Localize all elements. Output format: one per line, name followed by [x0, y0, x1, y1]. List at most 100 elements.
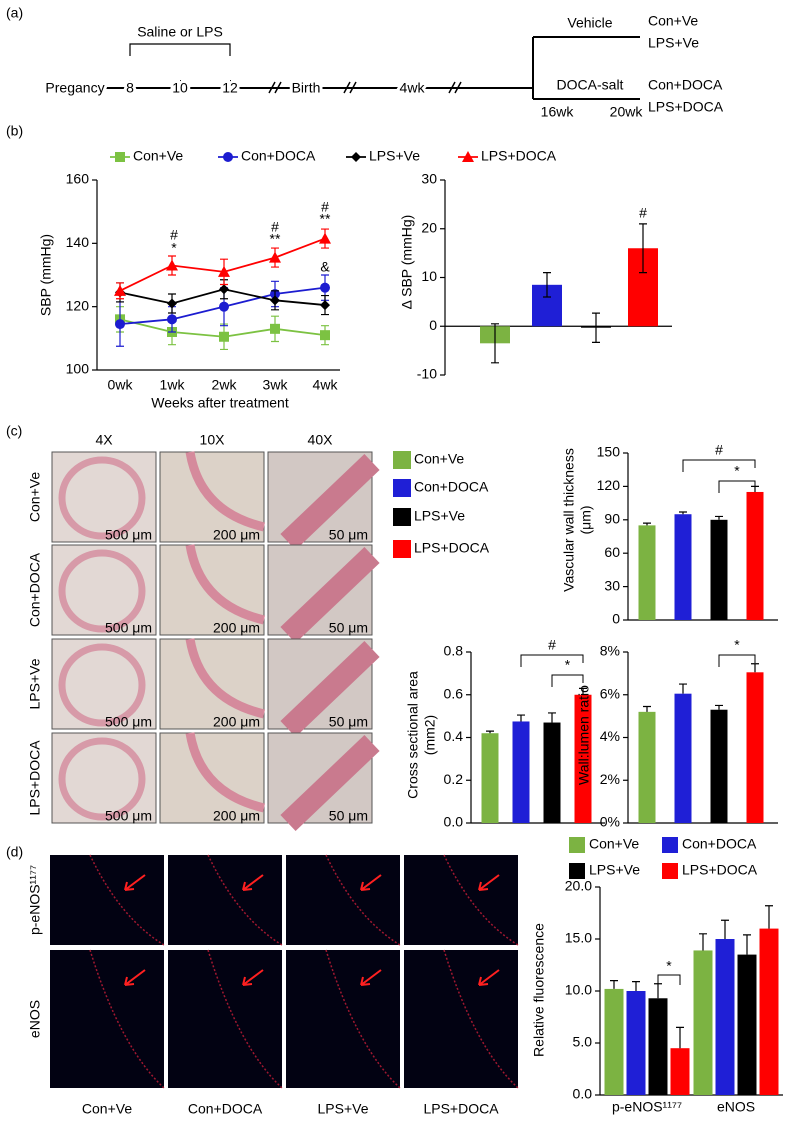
fluorescence-image — [50, 855, 164, 945]
group-label: Con+Ve — [27, 472, 43, 522]
error-bar — [643, 522, 651, 526]
legend-label: LPS+Ve — [414, 508, 465, 524]
branch-label: 16wk — [541, 104, 575, 120]
axis-break — [274, 81, 282, 94]
series-line — [119, 237, 326, 292]
panel-label: (b) — [6, 123, 23, 139]
x-tick-label: 0wk — [108, 377, 134, 393]
legend-swatch — [569, 837, 585, 853]
error-bar — [643, 705, 651, 712]
legend-label: LPS+Ve — [369, 148, 420, 164]
magnification: 40X — [308, 432, 334, 448]
error-bar — [517, 714, 525, 722]
vessel-ring — [58, 456, 146, 540]
row-label: eNOS — [27, 1000, 43, 1038]
point — [320, 282, 330, 293]
point — [320, 300, 330, 311]
bar — [737, 954, 757, 1095]
error-bar — [579, 687, 587, 695]
error-bar — [491, 323, 499, 364]
scale-bar-label: 500 μm — [105, 620, 152, 636]
error-bar — [654, 983, 662, 999]
annotation: * — [734, 463, 740, 479]
bar — [670, 1048, 690, 1095]
point — [218, 265, 230, 277]
legend-label: Con+Ve — [589, 836, 639, 852]
bar — [638, 525, 656, 620]
bar — [574, 694, 592, 823]
arrow — [124, 969, 146, 986]
significance-bracket — [682, 459, 756, 472]
scale-bar-label: 50 μm — [329, 808, 368, 824]
legend-swatch — [393, 479, 411, 497]
treatment-bracket — [129, 43, 231, 56]
y-tick-label: 140 — [66, 234, 90, 250]
y-axis-label: (mm2) — [422, 715, 438, 755]
annotation: # — [639, 205, 647, 221]
arrow — [242, 969, 264, 986]
axis-break — [349, 81, 357, 94]
point — [320, 330, 330, 341]
y-axis-label: Δ SBP (mmHg) — [399, 215, 415, 310]
x-tick-label: p-eNOS¹¹⁷⁷ — [612, 1099, 682, 1115]
legend-label: Con+Ve — [133, 148, 183, 164]
axis-break — [448, 81, 456, 94]
column-label: LPS+DOCA — [423, 1101, 499, 1117]
error-bar — [699, 933, 707, 951]
x-axis-label: Weeks after treatment — [151, 395, 289, 411]
bar — [543, 722, 561, 823]
legend-marker — [351, 152, 361, 162]
bar — [746, 491, 764, 620]
panel-label: (a) — [6, 5, 23, 21]
bar — [481, 733, 499, 823]
legend-label: Con+Ve — [414, 451, 464, 467]
scale-bar-label: 50 μm — [329, 620, 368, 636]
point — [319, 232, 331, 244]
error-bar — [679, 511, 687, 515]
arrow — [478, 874, 500, 891]
y-tick-label: -10 — [417, 366, 437, 382]
arrow — [360, 874, 382, 891]
point — [115, 319, 125, 330]
vessel-wall — [185, 638, 266, 719]
column-label: LPS+Ve — [318, 1101, 369, 1117]
column-label: Con+DOCA — [188, 1101, 263, 1117]
point — [166, 259, 178, 271]
point — [219, 284, 229, 295]
error-bar — [548, 712, 556, 723]
point — [114, 284, 126, 296]
error-bar — [592, 312, 600, 343]
vessel-ring — [58, 737, 146, 821]
timeline-label: Birth — [292, 80, 321, 96]
y-tick-label: 15.0 — [565, 930, 592, 946]
significance-bracket — [718, 654, 756, 667]
significance-bracket — [718, 480, 756, 493]
vessel-wall — [185, 544, 266, 625]
annotation: & — [320, 259, 330, 275]
y-axis-label: Relative fluorescence — [531, 923, 547, 1057]
legend-swatch — [393, 540, 411, 558]
branch-label: DOCA-salt — [557, 77, 624, 93]
y-tick-label: 160 — [66, 171, 90, 187]
vessel-wall — [185, 451, 266, 532]
y-tick-label: 90 — [604, 511, 620, 527]
scale-bar-label: 500 μm — [105, 527, 152, 543]
annotation: # — [271, 219, 279, 235]
legend-marker — [115, 152, 125, 162]
y-tick-label: 10.0 — [565, 982, 592, 998]
y-tick-label: 0.0 — [444, 814, 464, 830]
legend-label: LPS+DOCA — [682, 862, 758, 878]
y-tick-label: 2% — [600, 771, 620, 787]
bracket-label: Saline or LPS — [137, 24, 223, 40]
error-bar — [743, 934, 751, 955]
y-tick-label: 150 — [597, 444, 621, 460]
branch-label: 20wk — [610, 104, 644, 120]
fluorescence-image — [286, 950, 400, 1088]
legend-label: Con+DOCA — [241, 148, 316, 164]
scale-bar-label: 50 μm — [329, 714, 368, 730]
timeline-label: 4wk — [400, 80, 426, 96]
scale-bar-label: 500 μm — [105, 808, 152, 824]
y-tick-label: 30 — [421, 171, 437, 187]
axis-break — [268, 81, 276, 94]
